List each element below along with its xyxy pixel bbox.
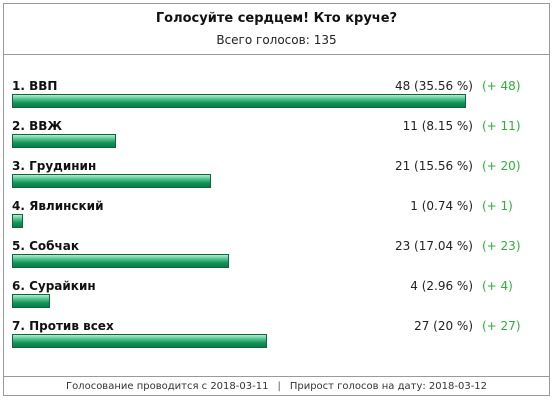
option-vote-delta: (+ 27): [482, 319, 521, 333]
option-vote-count: 48 (35.56 %): [394, 79, 473, 93]
option-vote-count: 4 (2.96 %): [410, 279, 473, 293]
option-result-bar: [12, 294, 50, 308]
poll-options: 1. ВВП 48 (35.56 %) (+ 48) 2. ВВЖ 11 (8.15 %…: [4, 4, 549, 395]
vote-growth-date: Прирост голосов на дату: 2018-03-12: [289, 381, 488, 392]
footer-separator: |: [277, 381, 281, 392]
poll-option: 4. Явлинский 1 (0.74 %) (+ 1): [4, 199, 549, 239]
poll-footer: Голосование проводится с 2018-03-11 | Прир…: [4, 376, 549, 396]
option-result-bar: [12, 174, 211, 188]
poll-option: 5. Собчак 23 (17.04 %) (+ 23): [4, 239, 549, 279]
option-vote-count: 23 (17.04 %): [394, 239, 473, 253]
poll-title: Голосуйте сердцем! Кто круче?: [155, 11, 398, 26]
option-result-bar: [12, 94, 466, 108]
total-votes: Всего голосов: 135: [4, 33, 549, 47]
total-votes-label: Всего голосов:: [216, 33, 310, 47]
poll-widget: Голосуйте сердцем! Кто круче? Всего голо…: [3, 3, 550, 396]
poll-option: 2. ВВЖ 11 (8.15 %) (+ 11): [4, 119, 549, 159]
option-vote-count: 1 (0.74 %): [410, 199, 473, 213]
option-vote-count: 11 (8.15 %): [402, 119, 473, 133]
option-vote-delta: (+ 11): [482, 119, 521, 133]
option-label: 2. ВВЖ: [12, 119, 63, 133]
option-result-bar: [12, 134, 116, 148]
poll-option: 7. Против всех 27 (20 %) (+ 27): [4, 319, 549, 359]
option-vote-delta: (+ 1): [482, 199, 513, 213]
poll-option: 6. Сурайкин 4 (2.96 %) (+ 4): [4, 279, 549, 319]
option-label: 7. Против всех: [12, 319, 114, 333]
option-label: 4. Явлинский: [12, 199, 104, 213]
poll-option: 1. ВВП 48 (35.56 %) (+ 48): [4, 79, 549, 119]
option-vote-count: 27 (20 %): [414, 319, 473, 333]
option-vote-count: 21 (15.56 %): [394, 159, 473, 173]
option-label: 1. ВВП: [12, 79, 58, 93]
option-vote-delta: (+ 20): [482, 159, 521, 173]
option-result-bar: [12, 334, 267, 348]
option-vote-delta: (+ 48): [482, 79, 521, 93]
option-vote-delta: (+ 23): [482, 239, 521, 253]
option-label: 3. Грудинин: [12, 159, 97, 173]
poll-header: Голосуйте сердцем! Кто круче? Всего голо…: [4, 4, 549, 55]
option-label: 5. Собчак: [12, 239, 79, 253]
option-vote-delta: (+ 4): [482, 279, 513, 293]
poll-option: 3. Грудинин 21 (15.56 %) (+ 20): [4, 159, 549, 199]
option-result-bar: [12, 254, 229, 268]
option-result-bar: [12, 214, 23, 228]
option-label: 6. Сурайкин: [12, 279, 96, 293]
poll-start-date: Голосование проводится с 2018-03-11: [65, 381, 269, 392]
total-votes-value: 135: [313, 33, 337, 47]
